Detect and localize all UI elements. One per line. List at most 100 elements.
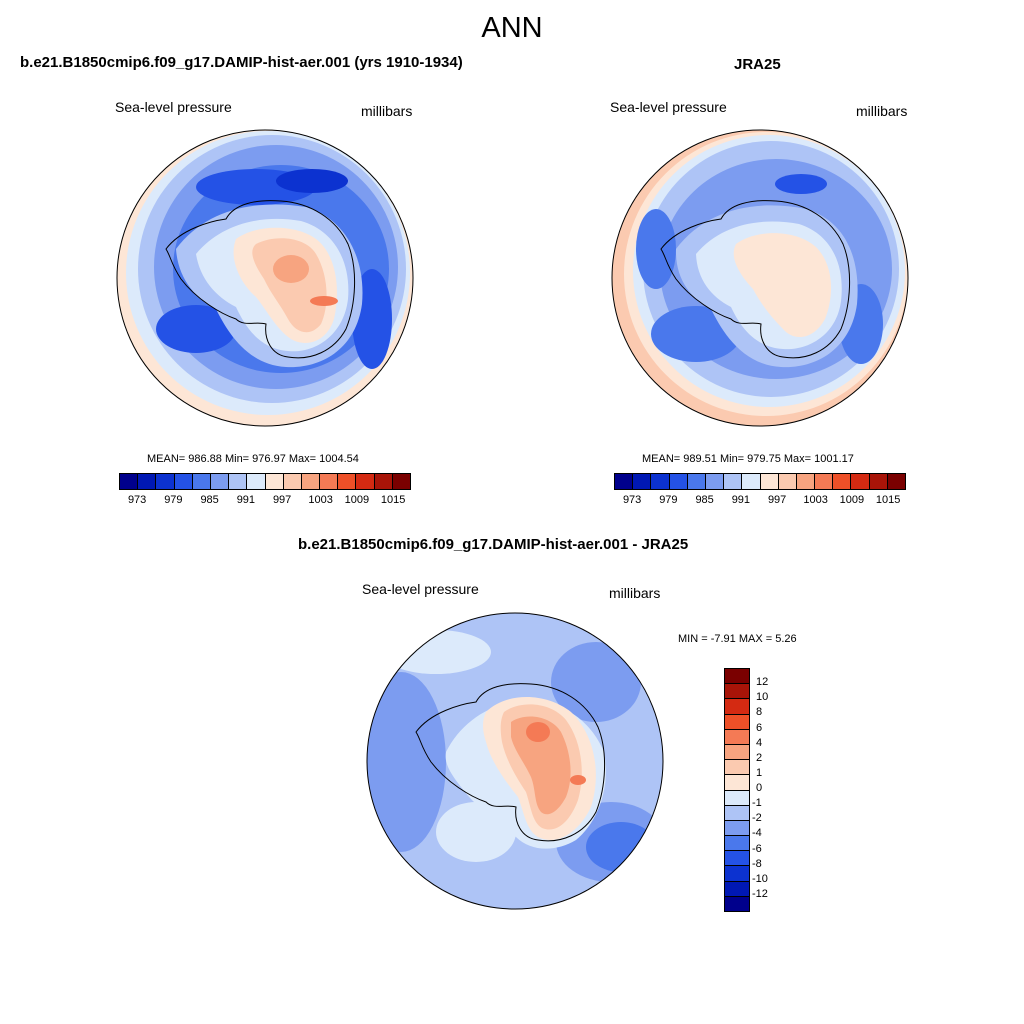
colorbar-tick-label: 10 [756,691,769,704]
colorbar-swatch [247,474,266,489]
colorbar-tick-label: -4 [752,827,762,840]
panel2-stats: MEAN= 989.51 Min= 979.75 Max= 1001.17 [642,453,854,465]
colorbar-swatch [725,851,749,867]
colorbar-swatch [174,474,193,489]
panel2-colorbar-ticks: 973 979 985 991 997 1003 1009 1015 [614,494,904,508]
colorbar-tick-label: -2 [752,812,762,825]
colorbar-tick-label: -8 [752,857,762,870]
colorbar-swatch [796,474,816,489]
colorbar-tick-label: 8 [756,706,763,719]
colorbar-tick-label: 991 [236,494,256,506]
colorbar-tick-label: 2 [756,751,763,764]
colorbar-swatch [725,805,749,821]
colorbar-tick-label: 985 [695,494,714,506]
panel1-stats: MEAN= 986.88 Min= 976.97 Max= 1004.54 [147,453,359,465]
colorbar-swatch [138,474,157,489]
colorbar-tick-label: 12 [756,676,769,689]
panel3-variable: Sea-level pressure [362,581,479,597]
panel1-units: millibars [361,103,413,119]
colorbar-tick-label: 973 [622,494,642,506]
colorbar-swatch [356,474,375,489]
panel3-map [366,612,664,910]
colorbar-swatch [229,474,248,489]
colorbar-swatch [725,714,749,730]
colorbar-swatch [725,881,749,897]
colorbar-swatch [320,474,339,489]
colorbar-swatch [725,729,749,745]
colorbar-swatch [633,474,652,489]
colorbar-swatch [725,699,749,715]
colorbar-swatch [725,760,749,776]
panel3-colorbar-ticks: 12 10 8 6 4 2 1 0 -1 -2 -4 -6 -8 -10 -12 [752,668,796,910]
colorbar-swatch [338,474,357,489]
colorbar-swatch [725,744,749,761]
panel1-map [116,129,414,427]
panel1-title: b.e21.B1850cmip6.f09_g17.DAMIP-hist-aer.… [20,54,463,71]
colorbar-tick-label: 985 [200,494,219,506]
colorbar-tick-label: 1003 [308,494,333,506]
colorbar-tick-label: 979 [659,494,678,506]
colorbar-swatch [651,474,670,489]
colorbar-tick-label: 991 [731,494,751,506]
panel3-stats: MIN = -7.91 MAX = 5.26 [678,633,797,645]
colorbar-tick-label: -12 [752,887,768,900]
panel2-title: JRA25 [734,56,781,73]
colorbar-swatch [725,684,749,700]
panel3-units: millibars [609,585,661,601]
colorbar-tick-label: 1015 [875,494,901,506]
panel1-colorbar [119,473,411,490]
colorbar-tick-label: 1 [756,766,763,779]
colorbar-swatch [869,474,888,489]
colorbar-swatch [815,474,834,489]
colorbar-swatch [725,836,749,852]
panel2-units: millibars [856,103,908,119]
colorbar-swatch [887,474,905,489]
colorbar-tick-label: -1 [752,797,762,810]
colorbar-swatch [778,474,797,489]
colorbar-swatch [725,866,749,882]
colorbar-swatch [301,474,321,489]
colorbar-swatch [120,474,139,489]
colorbar-tick-label: 1009 [839,494,865,506]
colorbar-swatch [192,474,211,489]
colorbar-swatch [725,775,749,791]
colorbar-tick-label: 0 [756,782,763,794]
colorbar-swatch [669,474,688,489]
colorbar-swatch [725,896,749,911]
panel3-title: b.e21.B1850cmip6.f09_g17.DAMIP-hist-aer.… [298,536,689,553]
colorbar-swatch [742,474,761,489]
colorbar-swatch [374,474,393,489]
colorbar-tick-label: 997 [767,494,787,506]
colorbar-tick-label: -6 [752,842,762,855]
colorbar-swatch [265,474,284,489]
panel2-variable: Sea-level pressure [610,99,727,115]
colorbar-swatch [760,474,779,489]
colorbar-swatch [833,474,852,489]
colorbar-tick-label: 4 [756,736,763,749]
colorbar-swatch [725,820,749,837]
colorbar-swatch [392,474,410,489]
colorbar-tick-label: 979 [164,494,183,506]
colorbar-swatch [725,669,749,685]
colorbar-swatch [615,474,634,489]
colorbar-swatch [687,474,706,489]
figure-title: ANN [481,12,543,44]
colorbar-tick-label: 6 [756,721,763,734]
colorbar-swatch [210,474,230,489]
colorbar-tick-label: 997 [272,494,292,506]
panel2-map [611,129,909,427]
colorbar-swatch [851,474,870,489]
colorbar-tick-label: 1009 [344,494,370,506]
colorbar-swatch [724,474,743,489]
panel3-colorbar [724,668,750,912]
colorbar-swatch [705,474,725,489]
colorbar-swatch [725,790,749,806]
colorbar-tick-label: 1003 [803,494,828,506]
colorbar-tick-label: -10 [752,872,768,885]
panel1-colorbar-ticks: 973 979 985 991 997 1003 1009 1015 [119,494,409,508]
colorbar-swatch [156,474,175,489]
colorbar-swatch [283,474,302,489]
panel1-variable: Sea-level pressure [115,99,232,115]
panel2-colorbar [614,473,906,490]
colorbar-tick-label: 1015 [380,494,406,506]
